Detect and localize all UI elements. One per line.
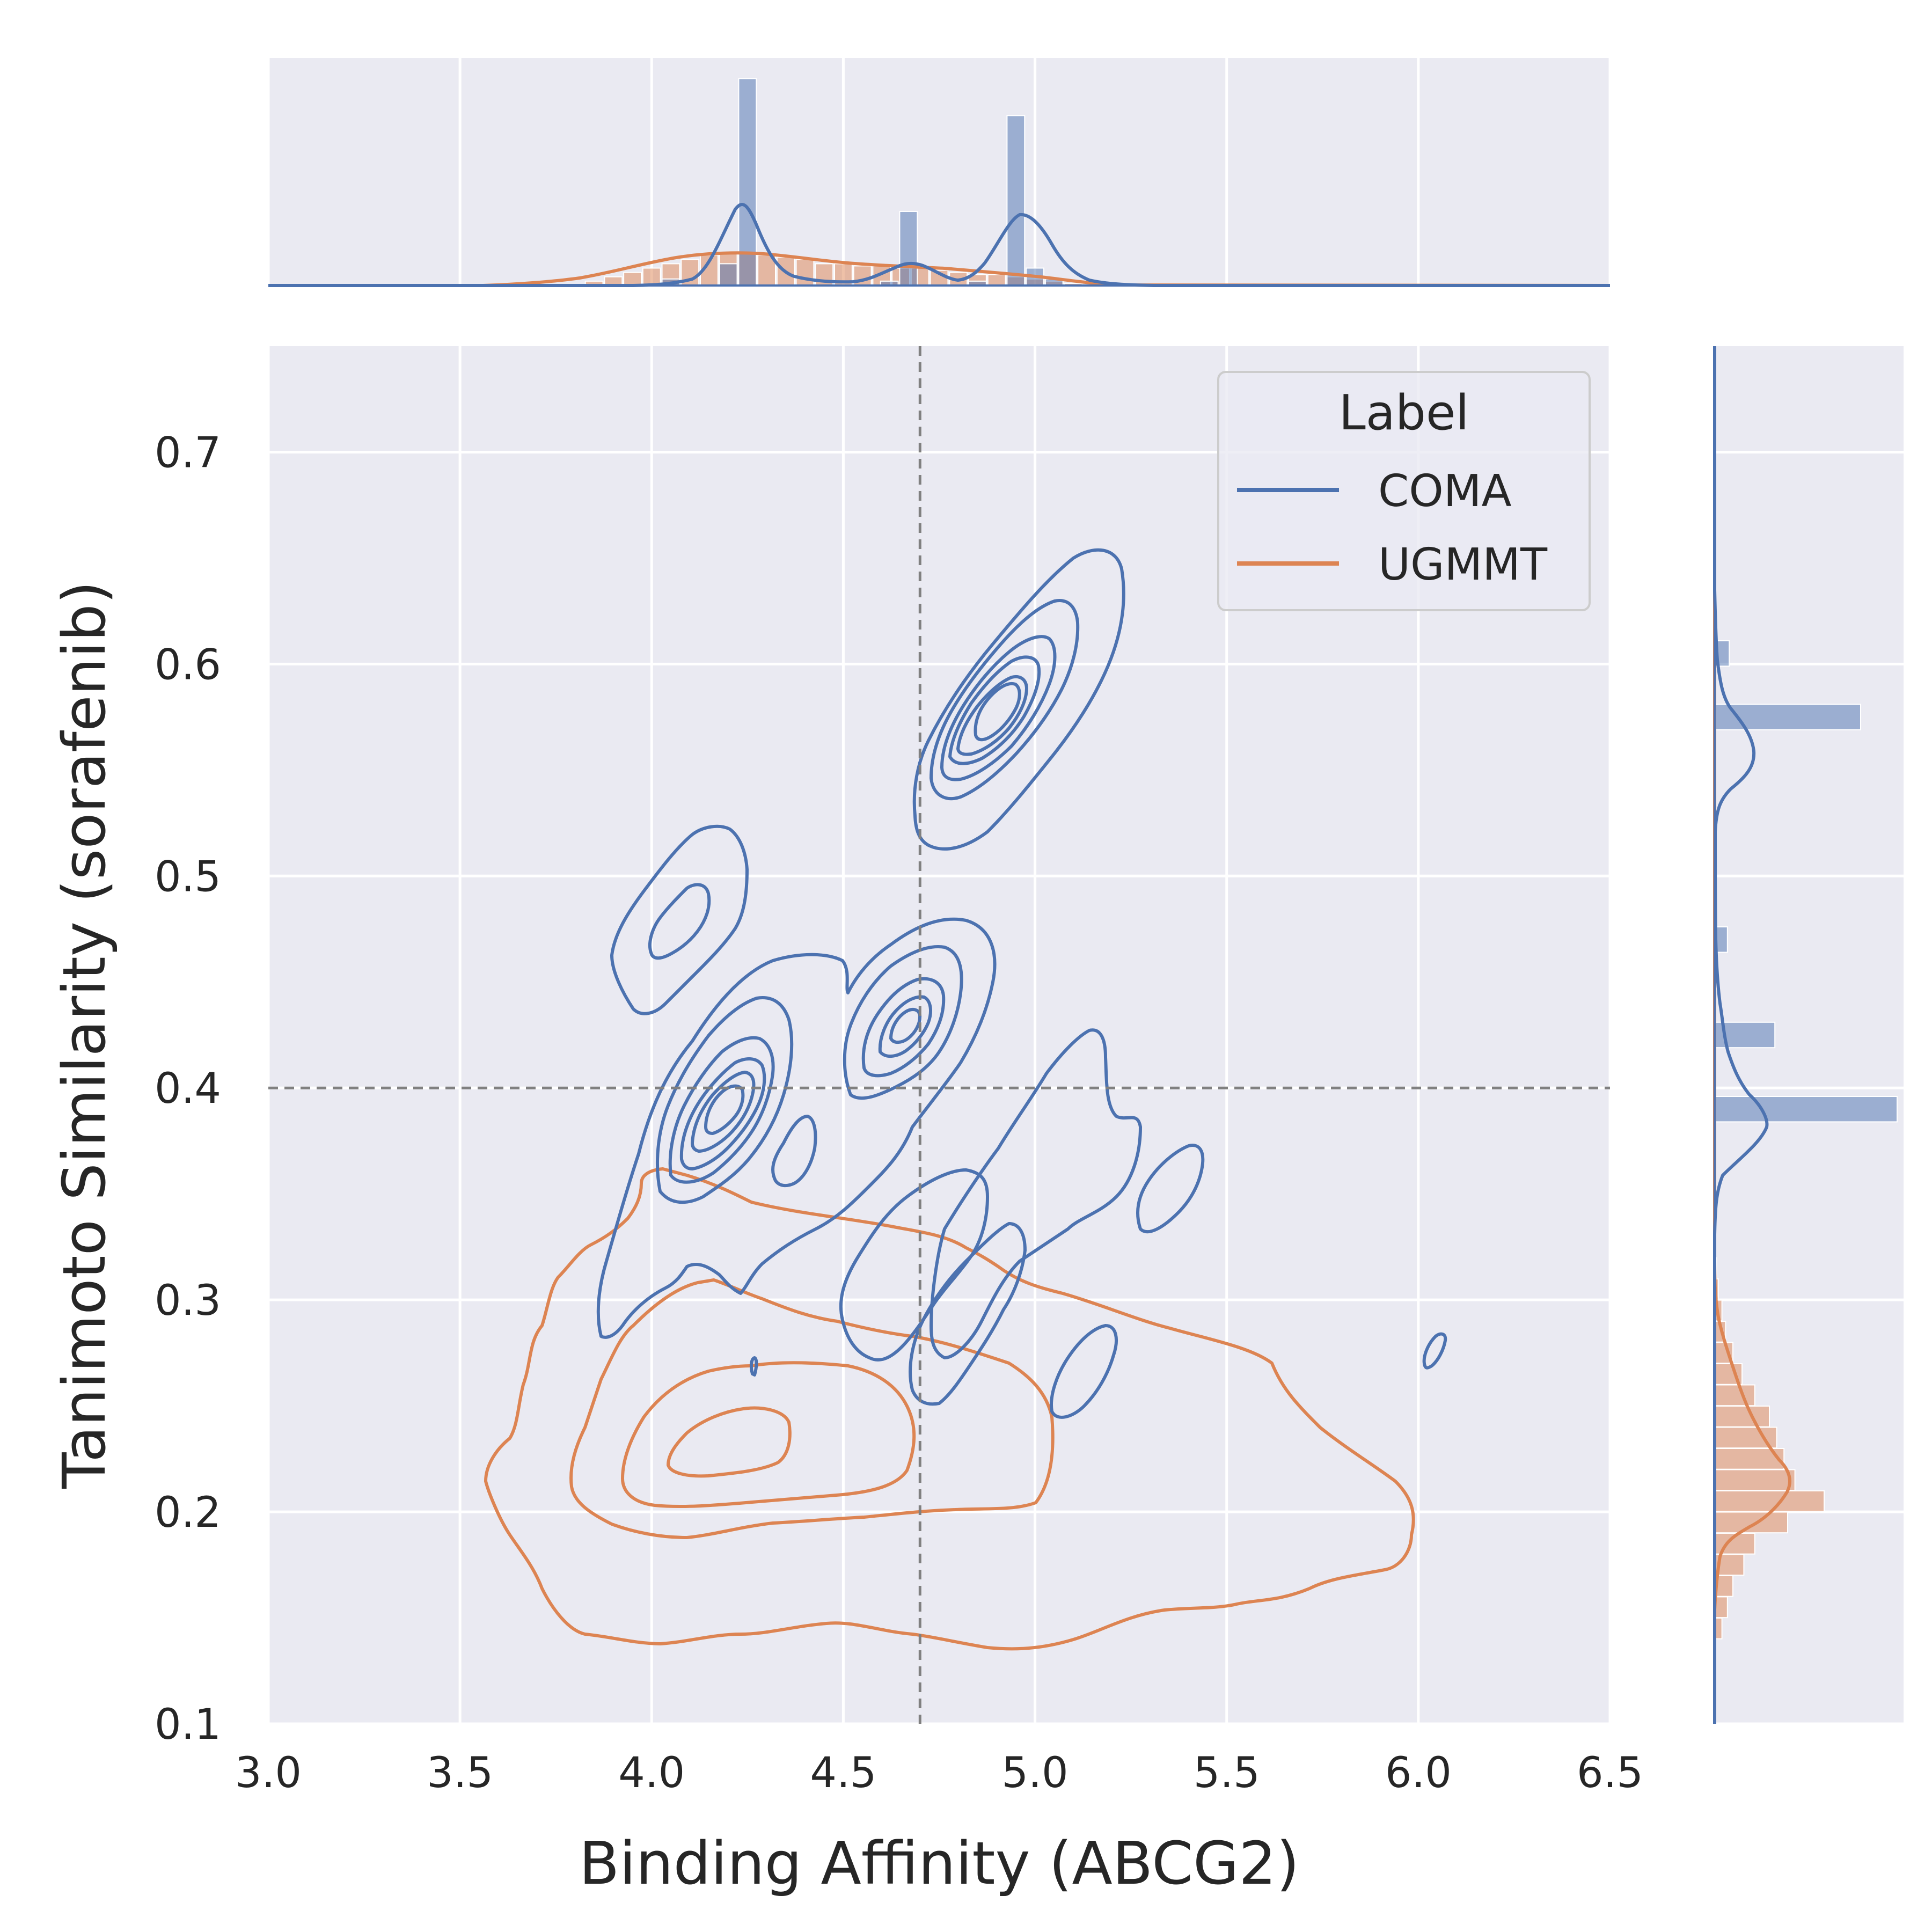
y-tick-labels: 0.1 0.2 0.3 0.4 0.5 0.6 0.7 (155, 429, 221, 1749)
y-tick-label: 0.6 (155, 641, 221, 689)
right-hist-bar-ugmmt (1714, 1384, 1755, 1407)
right-hist-bar-ugmmt (1714, 1406, 1770, 1428)
top-hist-bar-coma (899, 210, 918, 286)
y-tick-label: 0.5 (155, 853, 221, 901)
coma-contour-4.4-small (771, 1115, 817, 1188)
coma-contour-4.2-2 (668, 1036, 775, 1184)
coma-contour-5.0-4 (948, 655, 1041, 765)
y-axis-label: Tanimoto Similarity (sorafenib) (50, 581, 119, 1489)
coma-contour-5.0-inner (974, 682, 1021, 742)
coma-contour-4.2-1 (656, 996, 794, 1204)
coma-contour-outer-main (596, 917, 997, 1339)
coma-contour-4.2-3 (679, 1057, 766, 1170)
x-tick-label: 5.0 (1002, 1749, 1069, 1797)
legend-box (1217, 371, 1591, 611)
x-tick-label: 5.5 (1194, 1749, 1260, 1797)
coma-contour-4.2-4 (691, 1071, 756, 1153)
right-kde-ugmmt (1713, 346, 1791, 1724)
ugmmt-contour-level-4 (667, 1406, 792, 1478)
coma-contour-5.3 (1136, 1144, 1205, 1234)
coma-contour-4.2-5 (704, 1084, 745, 1135)
coma-contour-5.0-5 (956, 675, 1028, 756)
coma-contour-upper-left (610, 824, 749, 1015)
right-hist-bar-coma (1714, 1096, 1898, 1123)
x-tick-label: 6.5 (1577, 1749, 1643, 1797)
top-hist-bar-coma (1006, 115, 1026, 286)
y-tick-label: 0.1 (155, 1701, 221, 1749)
coma-contour-6.07 (1422, 1332, 1447, 1370)
top-marginal-area (268, 58, 1610, 286)
x-tick-label: 4.0 (618, 1749, 685, 1797)
x-axis-label: Binding Affinity (ABCG2) (579, 1829, 1299, 1898)
top-kde-coma (268, 203, 1610, 287)
x-tick-label: 3.5 (427, 1749, 493, 1797)
top-kde-ugmmt (268, 251, 1611, 287)
y-tick-label: 0.7 (155, 429, 221, 477)
x-tick-label: 3.0 (235, 1749, 302, 1797)
legend-label-coma: COMA (1378, 466, 1512, 517)
coma-contour-mid-low-2 (909, 1222, 1027, 1406)
coma-contour-5.0-3 (940, 635, 1057, 781)
top-hist-bar-ugmmt (795, 259, 815, 286)
coma-contour-4.65-1 (843, 945, 963, 1100)
x-tick-label: 6.0 (1385, 1749, 1452, 1797)
coma-contour-mid-low (839, 1168, 989, 1362)
right-hist-bar-ugmmt (1714, 1469, 1796, 1491)
coma-contour-5.0-2 (930, 599, 1080, 801)
right-hist-bar-ugmmt (1714, 1511, 1788, 1534)
kde-contours-coma (596, 548, 1447, 1419)
coma-contour-upper-left-inner (648, 883, 711, 960)
y-tick-label: 0.2 (155, 1489, 221, 1537)
legend-label-ugmmt: UGMMT (1378, 539, 1548, 590)
top-hist-bar-ugmmt (987, 274, 1006, 287)
coma-contour-4.95 (1050, 1324, 1118, 1419)
x-tick-label: 4.5 (810, 1749, 876, 1797)
ugmmt-contour-level-3 (621, 1361, 916, 1509)
legend: Label COMA UGMMT (1217, 371, 1591, 611)
reference-lines (268, 346, 1610, 1724)
coma-contour-4.65-3 (878, 995, 932, 1058)
x-tick-labels: 3.0 3.5 4.0 4.5 5.0 5.5 6.0 6.5 (235, 1749, 1643, 1797)
top-hist-bar-ugmmt (623, 272, 642, 287)
coma-contour-right-1 (930, 1028, 1142, 1359)
legend-title: Label (1339, 385, 1469, 441)
ugmmt-contour-level-2 (569, 1278, 1055, 1539)
right-hist-bar-ugmmt (1714, 1490, 1825, 1512)
y-tick-label: 0.3 (155, 1277, 221, 1325)
coma-contour-4.65-2 (861, 977, 946, 1078)
top-hist-bar-coma (719, 263, 738, 286)
y-tick-label: 0.4 (155, 1065, 221, 1113)
coma-contour-4.25-tiny (749, 1356, 758, 1377)
coma-contour-5.0-1 (912, 548, 1125, 851)
top-marginal-grid (267, 58, 1612, 286)
